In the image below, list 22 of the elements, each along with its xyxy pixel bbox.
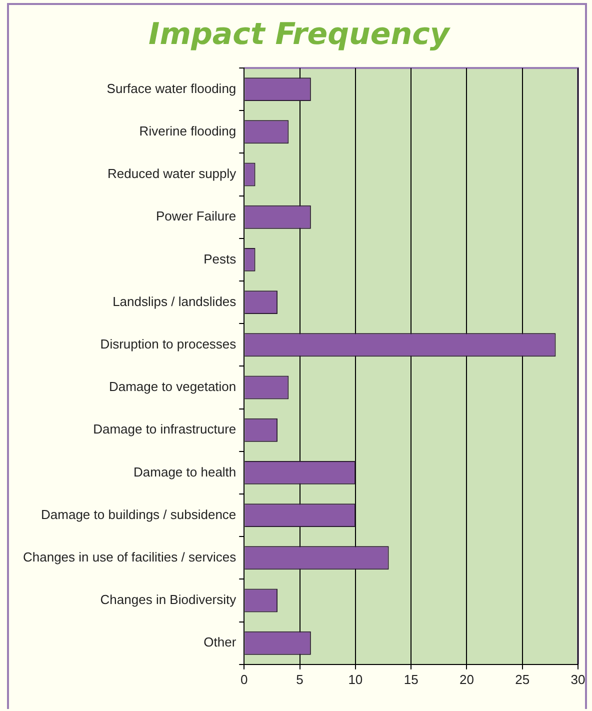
x-tick-label: 10 xyxy=(348,672,363,687)
y-tick-label: Power Failure xyxy=(156,208,236,224)
x-tick-label: 20 xyxy=(459,672,474,687)
y-tick-label: Changes in Biodiversity xyxy=(100,592,237,608)
y-tick-label: Changes in use of facilities / services xyxy=(23,549,237,564)
chart-title: Impact Frequency xyxy=(148,16,451,52)
y-tick-label: Surface water flooding xyxy=(106,80,236,96)
y-tick-label: Riverine flooding xyxy=(139,123,236,138)
y-tick-label: Damage to buildings / subsidence xyxy=(41,506,236,522)
x-tick-label: 25 xyxy=(515,672,530,687)
x-tick-label: 0 xyxy=(240,672,248,687)
y-tick-label: Landslips / landslides xyxy=(112,294,237,309)
y-tick-label: Damage to vegetation xyxy=(108,379,236,394)
x-tick-label: 30 xyxy=(570,672,586,687)
y-tick-label: Other xyxy=(204,634,237,650)
y-tick-label: Damage to infrastructure xyxy=(93,422,236,437)
x-tick-label: 15 xyxy=(404,672,418,687)
y-tick-label: Disruption to processes xyxy=(100,336,237,352)
x-tick-label: 5 xyxy=(296,672,304,687)
y-tick-label: Reduced water supply xyxy=(108,166,237,182)
y-tick-label: Damage to health xyxy=(134,464,236,480)
y-tick-label: Pests xyxy=(204,251,237,266)
